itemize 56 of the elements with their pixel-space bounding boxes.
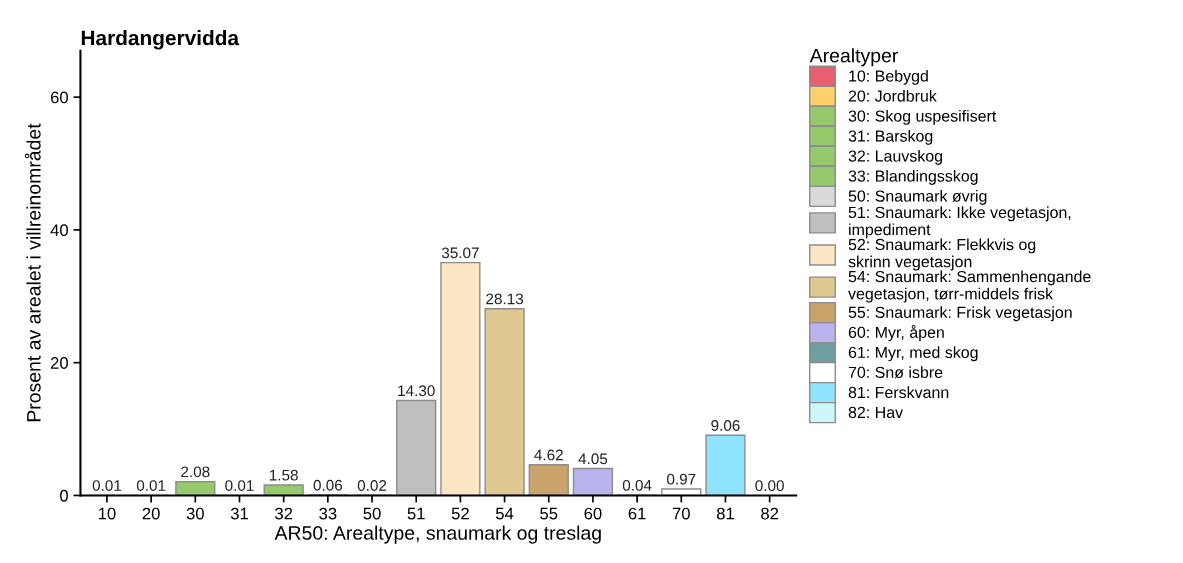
x-tick-label: 81 xyxy=(716,507,734,520)
x-tick-label: 52 xyxy=(451,507,469,520)
y-tick-label: 0 xyxy=(60,489,68,502)
x-tick-label: 51 xyxy=(407,507,425,520)
legend-label: 31: Barskog xyxy=(848,129,933,145)
x-tick-label: 20 xyxy=(142,507,160,520)
data-label: 4.05 xyxy=(578,453,608,465)
x-tick-label: 60 xyxy=(584,507,602,520)
x-tick-label: 31 xyxy=(230,507,248,520)
legend-label: 52: Snaumark: Flekkvis og skrinn vegetasjon xyxy=(848,238,1036,271)
data-label: 2.08 xyxy=(181,466,210,478)
legend-label: 20: Jordbruk xyxy=(848,89,937,102)
y-axis-title: Prosent av arealet i villreinområdet xyxy=(24,123,41,422)
data-label: 9.06 xyxy=(711,420,740,431)
data-label: 0.01 xyxy=(225,480,254,491)
chart-title: Hardangervidda xyxy=(81,30,240,50)
data-label: 0.04 xyxy=(622,479,652,491)
x-tick-label: 32 xyxy=(275,507,293,520)
data-label: 0.01 xyxy=(92,480,122,491)
legend-label: 60: Myr, åpen xyxy=(848,324,944,342)
x-tick-label: 82 xyxy=(761,507,779,520)
x-tick-label: 55 xyxy=(540,507,558,520)
data-label: 14.30 xyxy=(398,385,435,397)
data-label: 4.62 xyxy=(534,449,563,461)
data-label: 28.13 xyxy=(486,293,524,305)
y-tick-label: 40 xyxy=(50,224,68,237)
legend-label: 50: Snaumark øvrig xyxy=(848,190,987,205)
legend-label: 70: Snø isbre xyxy=(848,366,943,379)
legend-label: 10: Bebygd xyxy=(849,69,928,85)
data-label: 0.01 xyxy=(136,480,166,491)
legend-label: 33: Blandingsskog xyxy=(848,169,978,185)
data-label: 0.02 xyxy=(357,480,387,491)
legend-label: 54: Snaumark: Sammenhengande vegetasjon, tørr-middels frisk xyxy=(848,270,1091,303)
x-axis-title: AR50: Arealtype, snaumark og treslag xyxy=(274,525,601,544)
x-tick-label: 33 xyxy=(319,507,337,520)
data-label: 0.06 xyxy=(313,479,343,491)
x-tick-label: 54 xyxy=(495,507,514,520)
legend-label: 81: Ferskvann xyxy=(848,386,949,399)
x-tick-label: 30 xyxy=(186,507,204,520)
legend-label: 61: Myr, med skog xyxy=(848,346,978,362)
x-tick-label: 70 xyxy=(672,507,690,520)
legend-label: 82: Hav xyxy=(848,406,904,419)
data-label: 0.00 xyxy=(755,480,784,492)
data-label: 35.07 xyxy=(441,247,479,259)
x-tick-label: 61 xyxy=(628,507,646,520)
data-label: 0.97 xyxy=(667,473,696,485)
legend-label: 55: Snaumark: Frisk vegetasjon xyxy=(848,306,1072,322)
legend-title: Arealtyper xyxy=(809,48,898,67)
x-tick-label: 50 xyxy=(363,507,381,520)
y-tick-label: 60 xyxy=(50,91,68,104)
y-tick-label: 20 xyxy=(50,357,68,369)
data-label: 1.58 xyxy=(269,469,298,481)
legend-label: 30: Skog uspesifisert xyxy=(848,109,997,125)
legend-label: 32: Lauvskog xyxy=(848,149,943,165)
legend-label: 51: Snaumark: Ikke vegetasjon, impediment xyxy=(848,206,1071,239)
x-tick-label: 10 xyxy=(98,507,116,520)
